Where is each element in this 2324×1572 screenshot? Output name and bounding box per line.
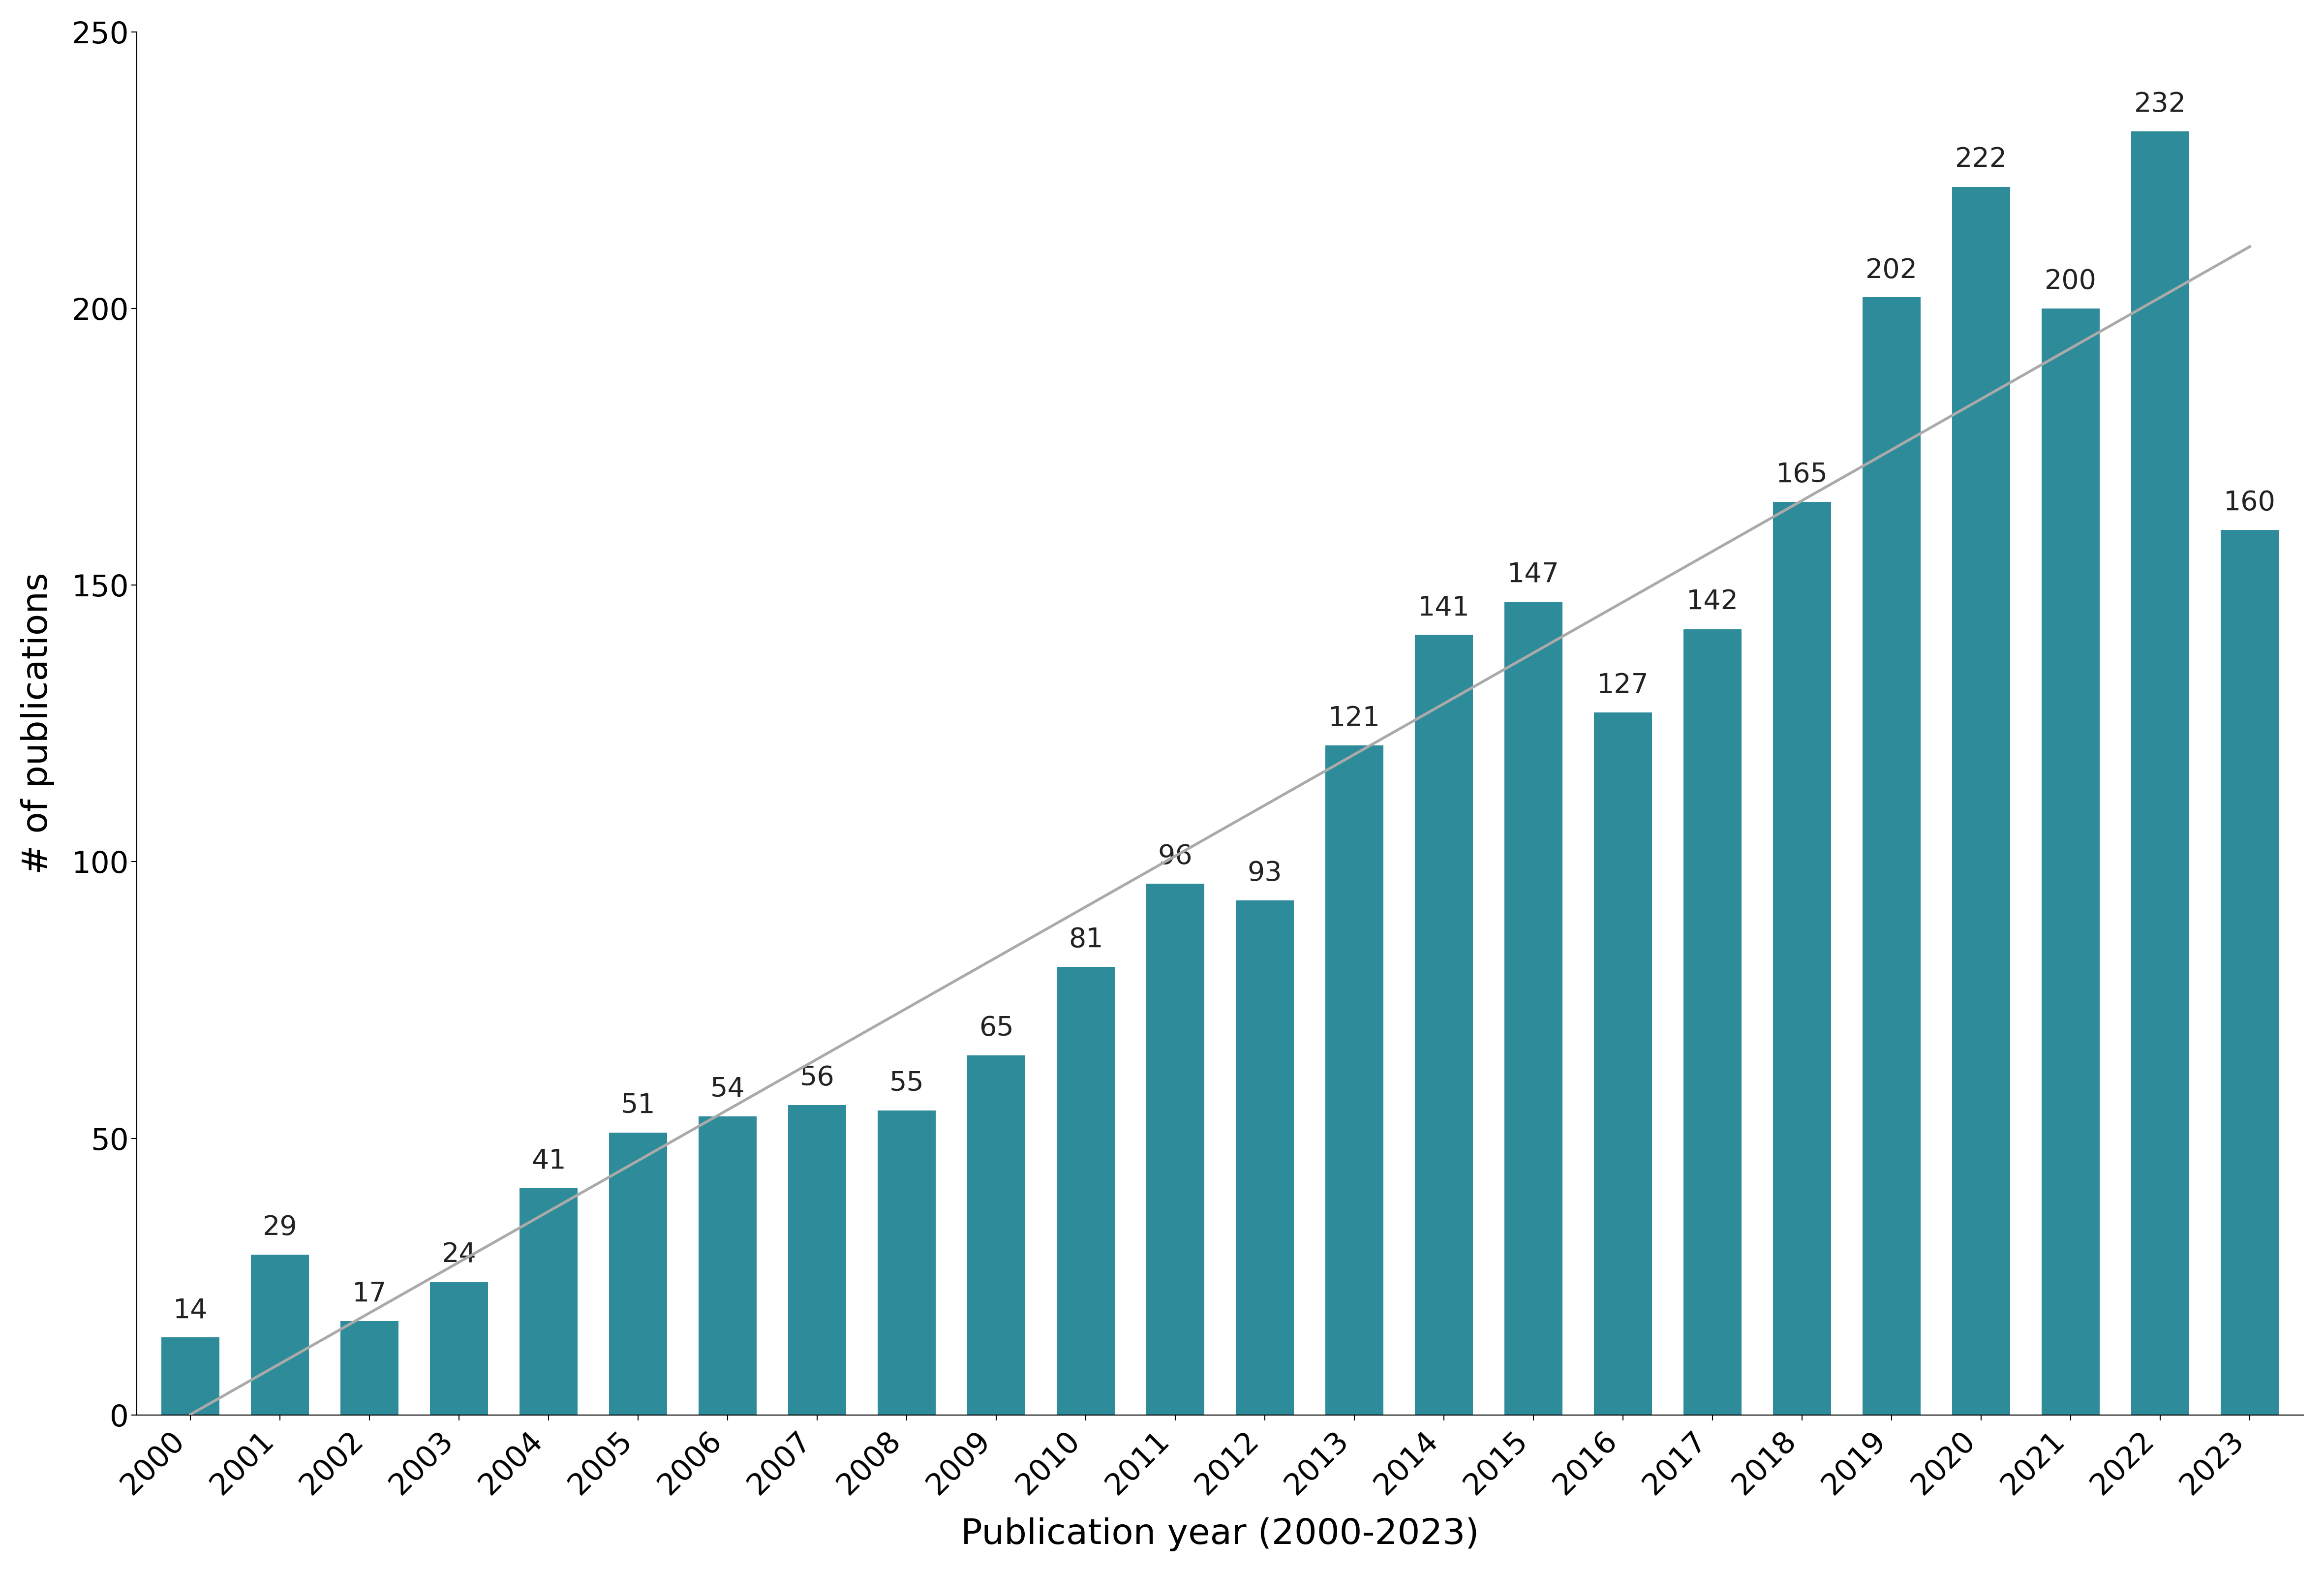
Bar xyxy=(1952,187,2010,1415)
Text: 96: 96 xyxy=(1157,844,1192,869)
Bar xyxy=(609,1133,667,1415)
Text: 24: 24 xyxy=(442,1242,476,1269)
Bar xyxy=(967,1055,1025,1415)
Text: 121: 121 xyxy=(1329,706,1380,731)
Bar xyxy=(160,1338,218,1415)
Text: 202: 202 xyxy=(1866,256,1917,283)
Bar xyxy=(1683,629,1741,1415)
Bar xyxy=(1773,501,1831,1415)
Bar xyxy=(1236,901,1294,1415)
Bar xyxy=(1504,602,1562,1415)
Bar xyxy=(700,1116,758,1415)
Text: 160: 160 xyxy=(2224,489,2275,516)
Text: 14: 14 xyxy=(172,1297,207,1324)
Text: 127: 127 xyxy=(1597,671,1650,698)
Bar xyxy=(2131,132,2189,1415)
Text: 56: 56 xyxy=(799,1064,834,1091)
Bar xyxy=(878,1111,937,1415)
Bar xyxy=(339,1320,400,1415)
Text: 41: 41 xyxy=(532,1148,567,1174)
Bar xyxy=(251,1254,309,1415)
Bar xyxy=(2222,530,2280,1415)
Text: 147: 147 xyxy=(1508,561,1559,588)
Bar xyxy=(521,1188,579,1415)
Text: 51: 51 xyxy=(621,1093,655,1119)
Bar xyxy=(430,1283,488,1415)
Text: 142: 142 xyxy=(1687,590,1738,616)
Y-axis label: # of publications: # of publications xyxy=(21,572,53,874)
Bar xyxy=(1325,745,1383,1415)
Bar xyxy=(1594,712,1652,1415)
Text: 29: 29 xyxy=(263,1214,297,1240)
Text: 222: 222 xyxy=(1954,146,2008,173)
Bar xyxy=(1146,883,1204,1415)
Bar xyxy=(1862,297,1920,1415)
Text: 54: 54 xyxy=(711,1075,746,1102)
Text: 141: 141 xyxy=(1418,594,1471,621)
Text: 81: 81 xyxy=(1069,926,1104,953)
Bar xyxy=(1415,635,1473,1415)
Text: 93: 93 xyxy=(1248,860,1283,887)
Bar xyxy=(2040,308,2101,1415)
X-axis label: Publication year (2000-2023): Publication year (2000-2023) xyxy=(960,1517,1480,1552)
Text: 232: 232 xyxy=(2133,91,2187,118)
Text: 17: 17 xyxy=(353,1281,386,1306)
Text: 55: 55 xyxy=(890,1071,925,1097)
Text: 200: 200 xyxy=(2045,269,2096,294)
Text: 65: 65 xyxy=(978,1016,1013,1042)
Bar xyxy=(1057,967,1116,1415)
Bar xyxy=(788,1105,846,1415)
Text: 165: 165 xyxy=(1776,462,1829,489)
